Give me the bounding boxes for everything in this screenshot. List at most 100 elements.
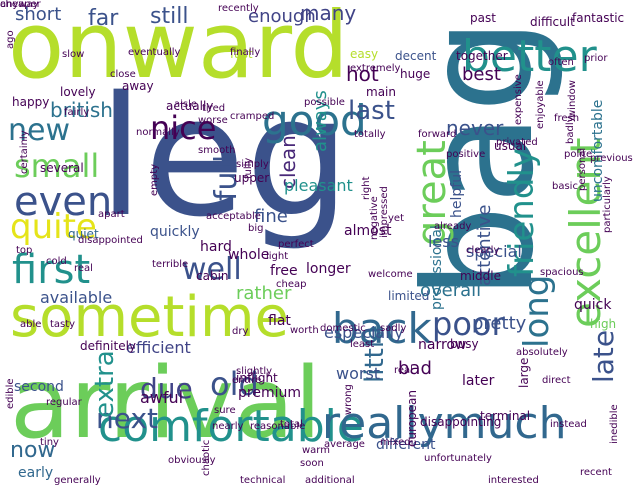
word: finally bbox=[230, 47, 261, 58]
word: cabin bbox=[196, 269, 229, 283]
word: fairly bbox=[64, 107, 90, 118]
word: acceptable bbox=[206, 211, 261, 222]
word: later bbox=[462, 373, 495, 389]
word: british bbox=[50, 98, 113, 122]
word: worst bbox=[336, 364, 381, 383]
word: good bbox=[262, 96, 367, 145]
word: quite bbox=[10, 207, 97, 247]
word: disappointed bbox=[78, 235, 143, 246]
word: longer bbox=[306, 261, 351, 277]
word: hot bbox=[346, 62, 379, 86]
word: light bbox=[266, 251, 289, 262]
word: ago bbox=[5, 30, 16, 49]
word: warm bbox=[302, 445, 330, 456]
word: different bbox=[376, 437, 436, 453]
word: quiet bbox=[68, 227, 99, 241]
word: helpful bbox=[449, 170, 465, 218]
word: short bbox=[15, 4, 62, 25]
word: disappointing bbox=[420, 415, 502, 429]
word: actually bbox=[166, 99, 214, 113]
word: now bbox=[10, 438, 56, 463]
word: inedible bbox=[609, 404, 620, 444]
word: cold bbox=[46, 256, 67, 267]
word: several bbox=[40, 161, 84, 175]
word: limited bbox=[388, 289, 430, 303]
word: upper bbox=[234, 171, 270, 185]
word: technical bbox=[240, 475, 286, 486]
word: especially bbox=[324, 323, 404, 342]
word: direct bbox=[542, 375, 571, 386]
word: spacious bbox=[540, 267, 584, 278]
word: pretty bbox=[472, 313, 527, 334]
word: particularly bbox=[602, 176, 613, 233]
word: decent bbox=[395, 49, 437, 63]
word: free bbox=[270, 263, 298, 279]
word: terminal bbox=[480, 409, 531, 423]
word: past bbox=[470, 11, 496, 25]
word: well bbox=[182, 252, 242, 287]
word: fantastic bbox=[572, 11, 625, 25]
word: perfect bbox=[278, 239, 314, 250]
word: new bbox=[8, 113, 71, 148]
word: flat bbox=[268, 313, 291, 329]
word: next bbox=[96, 402, 159, 435]
word: possible bbox=[304, 97, 345, 108]
word: polite bbox=[564, 149, 593, 160]
word: fast bbox=[230, 47, 253, 61]
word: total bbox=[280, 419, 303, 430]
word: slow bbox=[62, 49, 85, 60]
word: overall bbox=[420, 280, 482, 301]
word: recently bbox=[218, 3, 259, 14]
word: lovely bbox=[60, 85, 96, 99]
word: comfortable bbox=[98, 401, 364, 452]
word: reallymuch bbox=[322, 398, 567, 449]
word: hard bbox=[200, 239, 232, 255]
word: real bbox=[74, 263, 93, 274]
word: generally bbox=[54, 475, 101, 486]
word: prior bbox=[584, 53, 608, 64]
word: reasonable bbox=[250, 421, 306, 432]
word: normally bbox=[136, 127, 180, 138]
word: nearly bbox=[212, 421, 244, 432]
word: arrival bbox=[10, 347, 322, 461]
word: tiny bbox=[40, 437, 59, 448]
word: already bbox=[434, 221, 472, 232]
word: first bbox=[12, 247, 91, 293]
word: edible bbox=[5, 378, 16, 409]
word: empty bbox=[149, 163, 160, 196]
word: extra bbox=[90, 350, 120, 418]
word: basic bbox=[552, 181, 578, 192]
word: real bbox=[394, 365, 413, 376]
word: less bbox=[428, 232, 459, 251]
word: inflight bbox=[236, 371, 278, 385]
word: even bbox=[14, 179, 113, 225]
word: close bbox=[110, 69, 136, 80]
word: poor bbox=[432, 305, 505, 343]
word: bad bbox=[398, 358, 432, 379]
word: entire bbox=[232, 375, 262, 386]
word: often bbox=[548, 57, 574, 68]
word: back bbox=[332, 304, 432, 353]
word: middle bbox=[460, 269, 501, 283]
word: cheap bbox=[276, 279, 307, 290]
word: usual bbox=[494, 139, 527, 153]
word: old bbox=[210, 365, 259, 403]
word: together bbox=[456, 49, 508, 63]
word: additional bbox=[305, 475, 355, 486]
word: best bbox=[462, 64, 501, 85]
word: least bbox=[350, 339, 375, 350]
word: privated bbox=[496, 137, 538, 148]
word: enjoyable bbox=[535, 80, 546, 129]
word: tasty bbox=[50, 319, 76, 330]
word: expensive bbox=[513, 74, 524, 125]
word: interested bbox=[488, 475, 539, 486]
word: difficult bbox=[530, 15, 575, 29]
word: almost bbox=[344, 223, 392, 239]
word: totally bbox=[354, 129, 386, 140]
word: second bbox=[14, 379, 64, 395]
word: away bbox=[122, 79, 154, 93]
word: pleasant bbox=[284, 176, 353, 195]
word: extremely bbox=[350, 63, 401, 74]
word: smooth bbox=[198, 145, 236, 156]
